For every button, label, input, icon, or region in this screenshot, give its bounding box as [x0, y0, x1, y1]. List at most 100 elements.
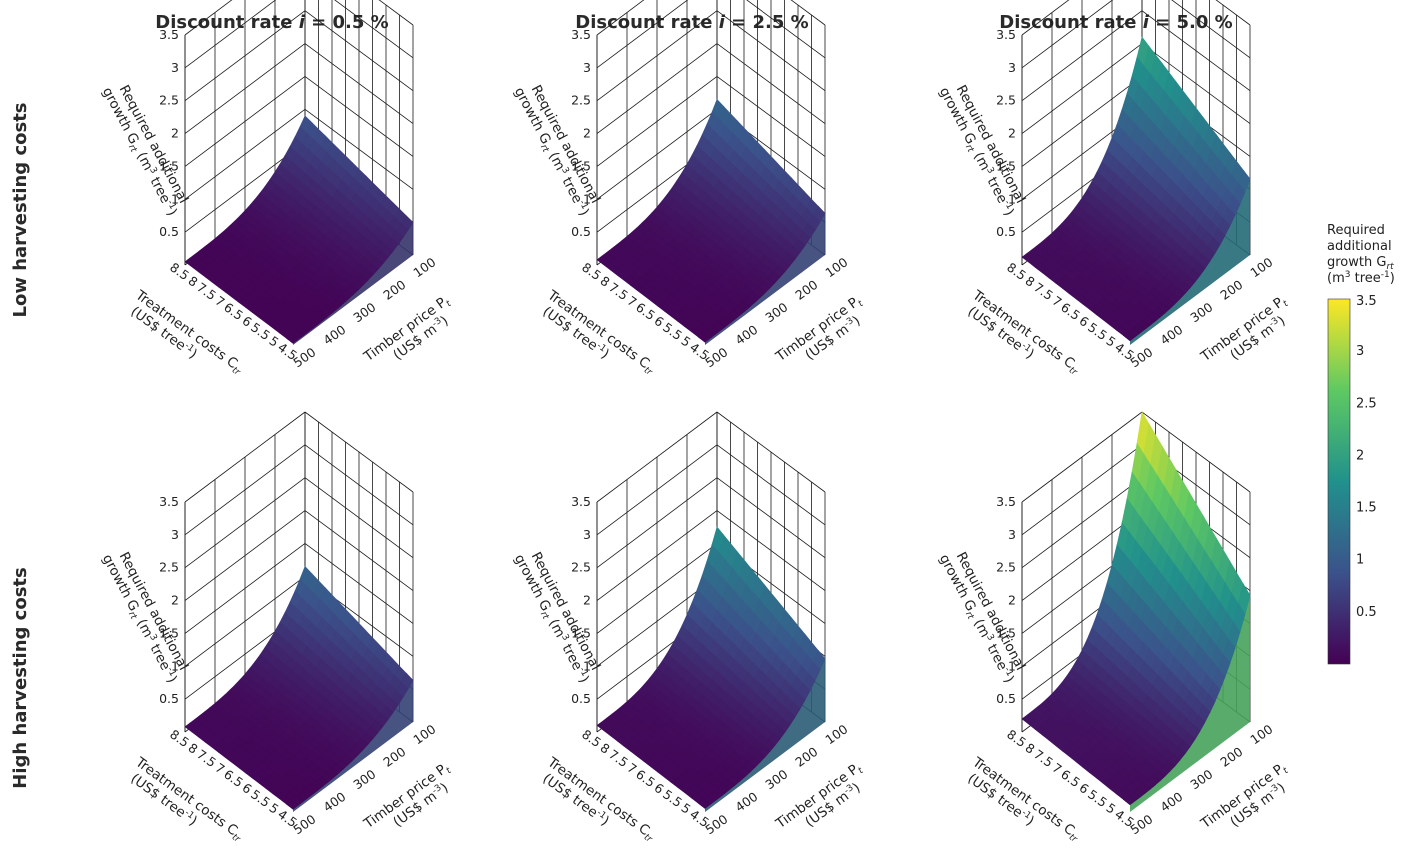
z-tick-label: 1.5 [571, 158, 591, 173]
x-tick-label: 400 [1157, 789, 1185, 815]
z-tick-label: 3.5 [159, 27, 179, 42]
x-axis-label: Timber price Pt(US$ m-3) [772, 762, 865, 833]
z-tick-label: 0.5 [571, 224, 591, 239]
grid-line [1215, 0, 1251, 26]
z-tick-label: 1.5 [159, 625, 179, 640]
z-tick-label: 2 [171, 593, 179, 608]
x-tick-label: 200 [1217, 744, 1245, 770]
x-tick-label: 400 [732, 789, 760, 815]
x-tick-label: 200 [792, 744, 820, 770]
x-tick-label: 200 [380, 744, 408, 770]
surface-patch [285, 799, 299, 810]
z-tick-label: 3 [1008, 60, 1016, 75]
z-tick-label: 2 [583, 126, 591, 141]
surface-panel-3: 0.511.522.533.58.587.576.565.554.5100200… [936, 0, 1291, 379]
row-title-1: Low harvesting costs [10, 102, 31, 317]
z-tick-label: 2 [583, 593, 591, 608]
colorbar-tick-label: 3 [1356, 344, 1364, 359]
surface-panel-5: 0.511.522.533.58.587.576.565.554.5100200… [511, 411, 866, 846]
z-tick-label: 2.5 [996, 560, 1016, 575]
z-tick-label: 1.5 [159, 158, 179, 173]
x-tick-label: 200 [1217, 277, 1245, 303]
colorbar-title: Required additional growth Grt (m3 tree-1) [1327, 223, 1395, 286]
surface-patch [1122, 331, 1136, 342]
x-tick-label: 100 [1247, 721, 1275, 747]
x-tick-label: 100 [822, 254, 850, 280]
x-tick-label: 400 [320, 789, 348, 815]
z-tick-label: 3.5 [571, 494, 591, 509]
z-tick-label: 3 [171, 527, 179, 542]
surface-side [1130, 595, 1250, 812]
grid-line [184, 0, 233, 36]
z-tick-label: 0.5 [159, 691, 179, 706]
z-tick-label: 2.5 [159, 560, 179, 575]
x-tick-label: 300 [762, 766, 790, 792]
z-tick-label: 3.5 [159, 494, 179, 509]
z-tick-label: 2.5 [996, 93, 1016, 108]
z-tick-label: 0.5 [996, 224, 1016, 239]
z-tick-label: 0.5 [571, 691, 591, 706]
x-tick-label: 400 [320, 322, 348, 348]
x-tick-label: 100 [410, 254, 438, 280]
surface-panel-2: 0.511.522.533.58.587.576.565.554.5100200… [511, 0, 866, 379]
column-title-1: Discount rate i = 0.5 % [155, 12, 388, 33]
colorbar-tick-label: 2.5 [1356, 396, 1377, 411]
x-axis-label: Timber price Pt(US$ m-3) [1197, 295, 1290, 366]
z-tick-label: 3 [1008, 527, 1016, 542]
x-tick-label: 100 [410, 721, 438, 747]
x-tick-label: 100 [822, 721, 850, 747]
z-tick-label: 2.5 [571, 93, 591, 108]
surface-patch [697, 799, 711, 809]
z-tick-label: 3.5 [996, 494, 1016, 509]
z-tick-label: 1 [171, 658, 179, 673]
z-tick-label: 1.5 [996, 158, 1016, 173]
surface-patch [1122, 795, 1136, 806]
grid-line [378, 0, 414, 26]
x-tick-label: 300 [1187, 299, 1215, 325]
colorbar [1327, 298, 1351, 665]
z-tick-label: 3.5 [996, 27, 1016, 42]
z-tick-label: 1 [583, 658, 591, 673]
z-tick-label: 2 [1008, 593, 1016, 608]
x-axis-label: Timber price Pt(US$ m-3) [1197, 762, 1290, 833]
grid-line [596, 0, 645, 36]
z-tick-label: 0.5 [996, 691, 1016, 706]
z-tick-label: 3 [171, 60, 179, 75]
row-title-2: High harvesting costs [10, 567, 31, 789]
x-tick-label: 100 [1247, 254, 1275, 280]
x-tick-label: 400 [1157, 322, 1185, 348]
z-tick-label: 1 [583, 191, 591, 206]
x-tick-label: 300 [762, 299, 790, 325]
surface-side [1130, 179, 1250, 345]
surface-panel-1: 0.511.522.533.58.587.576.565.554.5100200… [99, 0, 454, 379]
z-tick-label: 1 [171, 191, 179, 206]
z-tick-label: 0.5 [159, 224, 179, 239]
x-tick-label: 400 [732, 322, 760, 348]
surface-panel-6: 0.511.522.533.58.587.576.565.554.5100200… [936, 411, 1291, 846]
x-tick-label: 200 [380, 277, 408, 303]
colorbar-tick-label: 1.5 [1356, 501, 1377, 516]
surface-side [705, 658, 825, 812]
x-tick-label: 300 [1187, 766, 1215, 792]
colorbar-tick-label: 3.5 [1356, 294, 1377, 309]
x-axis-label: Timber price Pt(US$ m-3) [360, 295, 453, 366]
surface-patch [697, 332, 711, 343]
z-tick-label: 2.5 [159, 93, 179, 108]
x-tick-label: 300 [350, 766, 378, 792]
surface-panel-4: 0.511.522.533.58.587.576.565.554.5100200… [99, 411, 454, 846]
z-tick-label: 3 [583, 60, 591, 75]
x-tick-label: 200 [792, 277, 820, 303]
z-tick-label: 3.5 [571, 27, 591, 42]
colorbar-tick-label: 0.5 [1356, 605, 1377, 620]
colorbar-tick-label: 1 [1356, 553, 1364, 568]
grid-line [1021, 0, 1070, 36]
z-tick-label: 1.5 [571, 625, 591, 640]
x-tick-label: 300 [350, 299, 378, 325]
column-title-2: Discount rate i = 2.5 % [575, 12, 808, 33]
